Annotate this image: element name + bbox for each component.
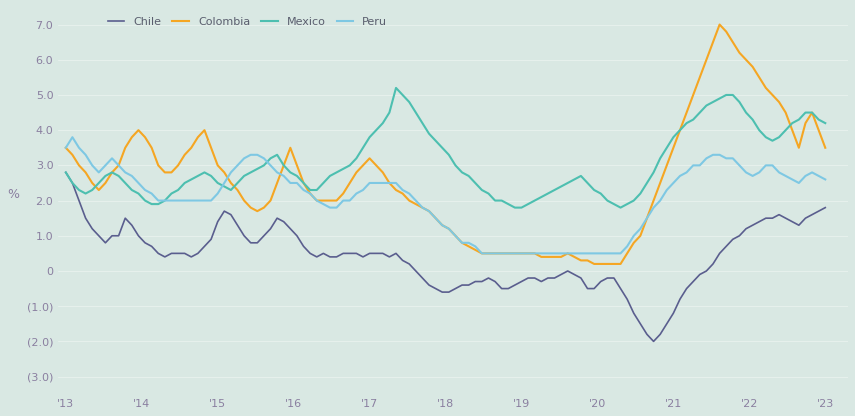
Colombia — [569, 255, 580, 260]
Line: Mexico: Mexico — [66, 88, 825, 208]
Chile — [569, 272, 580, 277]
Chile — [523, 275, 534, 280]
Peru — [477, 251, 487, 256]
Colombia — [681, 110, 692, 115]
Line: Peru: Peru — [66, 137, 825, 253]
Peru — [708, 152, 718, 157]
Line: Chile: Chile — [66, 172, 825, 342]
Colombia — [61, 145, 71, 150]
Y-axis label: %: % — [7, 188, 19, 201]
Chile — [820, 205, 830, 210]
Mexico — [318, 181, 328, 186]
Mexico — [582, 181, 593, 186]
Mexico — [820, 121, 830, 126]
Line: Colombia: Colombia — [66, 25, 825, 264]
Peru — [325, 205, 335, 210]
Chile — [681, 286, 692, 291]
Colombia — [589, 261, 599, 266]
Mexico — [536, 195, 546, 200]
Colombia — [715, 22, 725, 27]
Legend: Chile, Colombia, Mexico, Peru: Chile, Colombia, Mexico, Peru — [103, 12, 392, 31]
Mexico — [774, 135, 784, 140]
Chile — [767, 215, 777, 220]
Mexico — [391, 85, 401, 90]
Mexico — [510, 205, 520, 210]
Mexico — [708, 99, 718, 104]
Peru — [582, 251, 593, 256]
Mexico — [61, 170, 71, 175]
Peru — [774, 170, 784, 175]
Colombia — [318, 198, 328, 203]
Peru — [68, 135, 78, 140]
Peru — [536, 251, 546, 256]
Peru — [61, 145, 71, 150]
Colombia — [701, 57, 711, 62]
Peru — [688, 163, 699, 168]
Colombia — [774, 99, 784, 104]
Chile — [318, 251, 328, 256]
Colombia — [820, 145, 830, 150]
Mexico — [688, 117, 699, 122]
Peru — [820, 177, 830, 182]
Chile — [648, 339, 658, 344]
Chile — [701, 268, 711, 273]
Colombia — [523, 251, 534, 256]
Chile — [61, 170, 71, 175]
